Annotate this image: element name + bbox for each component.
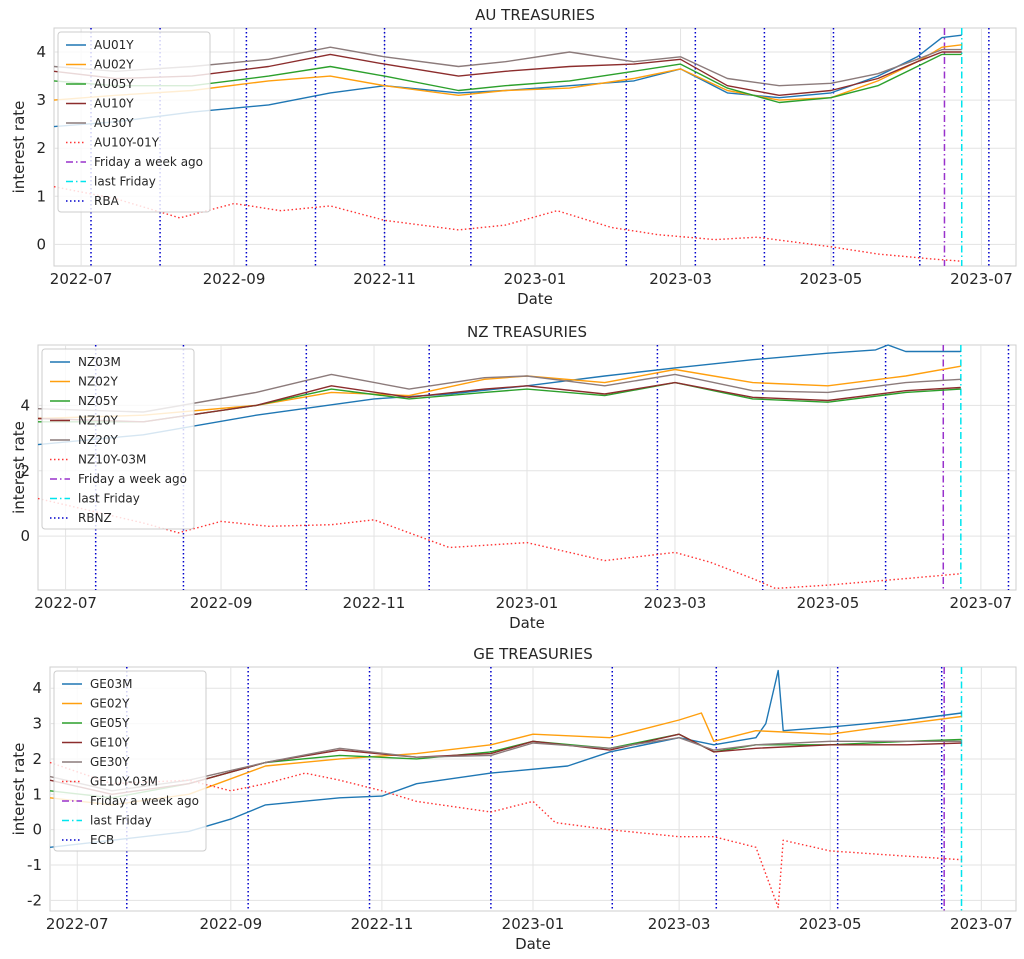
x-tick-label: 2023-07 <box>950 594 1013 612</box>
x-tick-label: 2022-09 <box>190 594 253 612</box>
legend-box <box>53 670 207 852</box>
legend-label: RBNZ <box>78 511 112 525</box>
legend-label: GE05Y <box>90 716 130 730</box>
x-tick-label: 2023-01 <box>502 915 565 933</box>
x-tick-label: 2023-07 <box>950 915 1013 933</box>
y-tick-label: 3 <box>32 715 42 733</box>
legend-box <box>57 31 211 213</box>
legend-label: GE10Y <box>90 736 130 750</box>
x-tick-label: 2022-07 <box>46 915 109 933</box>
chart-title: GE TREASURIES <box>473 645 593 663</box>
y-tick-label: 4 <box>20 396 30 414</box>
x-tick-label: 2022-11 <box>343 594 406 612</box>
legend-label: GE03M <box>90 677 133 691</box>
x-tick-label: 2023-05 <box>797 594 860 612</box>
series-line-ge10y <box>49 733 962 795</box>
x-tick-label: 2022-11 <box>353 270 416 288</box>
y-tick-label: 0 <box>20 527 30 545</box>
x-tick-label: 2023-01 <box>496 594 559 612</box>
series-line-au05y <box>53 53 962 104</box>
legend-label: NZ03M <box>78 355 121 369</box>
x-tick-label: 2023-07 <box>950 270 1013 288</box>
legend-label: GE02Y <box>90 697 130 711</box>
legend-label: RBA <box>94 194 120 208</box>
legend-label: Friday a week ago <box>90 794 199 808</box>
y-tick-label: 2 <box>20 462 30 480</box>
x-tick-label: 2022-11 <box>351 915 414 933</box>
y-tick-label: 4 <box>36 43 46 61</box>
legend-label: Friday a week ago <box>94 155 203 169</box>
y-tick-label: 3 <box>36 91 46 109</box>
legend-label: NZ10Y <box>78 414 118 428</box>
chart-panel-1: 2022-07 2022-09 2022-11 2023-01 2023-03 2023-… <box>10 6 1017 308</box>
series-line-ge03m <box>49 669 962 848</box>
legend-label: last Friday <box>90 814 152 828</box>
series-line-nz10y <box>37 381 961 423</box>
legend-label: AU10Y <box>94 97 134 111</box>
series-line-nz20y <box>37 373 961 413</box>
x-axis-label: Date <box>515 935 551 953</box>
legend-label: AU05Y <box>94 77 134 91</box>
legend-label: Friday a week ago <box>78 472 187 486</box>
series-line-au10y-01y <box>53 186 962 262</box>
legend-label: NZ02Y <box>78 375 118 389</box>
y-tick-label: 1 <box>36 187 46 205</box>
legend-label: NZ10Y-03M <box>78 453 146 467</box>
series-line-nz03m <box>37 344 961 446</box>
chart-title: NZ TREASURIES <box>467 323 587 341</box>
series-line-au30y <box>53 46 962 87</box>
x-tick-label: 2023-03 <box>648 915 711 933</box>
chart-panel-2: 2022-07 2022-09 2022-11 2023-01 2023-03 2023-… <box>10 323 1017 632</box>
y-tick-label: 2 <box>32 750 42 768</box>
legend-label: last Friday <box>78 492 140 506</box>
legend-label: AU02Y <box>94 58 134 72</box>
x-tick-label: 2023-05 <box>800 270 863 288</box>
y-tick-label: -1 <box>27 856 42 874</box>
x-tick-label: 2022-09 <box>203 270 266 288</box>
x-axis-label: Date <box>517 290 553 308</box>
legend-label: last Friday <box>94 175 156 189</box>
legend-label: AU30Y <box>94 116 134 130</box>
y-tick-label: 0 <box>36 235 46 253</box>
y-tick-label: 1 <box>32 785 42 803</box>
legend-label: GE30Y <box>90 755 130 769</box>
legend: NZ03M NZ02Y NZ05Y NZ10Y NZ20Y NZ10Y-03M Friday… <box>41 348 195 530</box>
series-line-au02y <box>53 44 962 101</box>
x-tick-label: 2023-01 <box>504 270 567 288</box>
series-line-au10y <box>53 51 962 96</box>
legend-label: GE10Y-03M <box>90 775 158 789</box>
x-tick-label: 2023-05 <box>799 915 862 933</box>
x-tick-label: 2022-07 <box>34 594 97 612</box>
y-axis-label: interest rate <box>10 101 28 194</box>
legend-box <box>41 348 195 530</box>
legend: GE03M GE02Y GE05Y GE10Y GE30Y GE10Y-03M Friday… <box>53 670 207 852</box>
x-tick-label: 2022-07 <box>50 270 113 288</box>
legend: AU01Y AU02Y AU05Y AU10Y AU30Y AU10Y-01Y Friday… <box>57 31 211 213</box>
y-tick-label: 0 <box>32 821 42 839</box>
legend-label: AU01Y <box>94 38 134 52</box>
x-axis-label: Date <box>509 614 545 632</box>
x-tick-label: 2023-03 <box>649 270 712 288</box>
y-axis-label: interest rate <box>10 743 28 836</box>
y-axis-label: interest rate <box>10 421 28 514</box>
y-tick-label: -2 <box>27 891 42 909</box>
series-line-nz10y-03m <box>37 497 961 590</box>
legend-label: NZ05Y <box>78 394 118 408</box>
legend-label: NZ20Y <box>78 433 118 447</box>
series-line-ge30y <box>49 737 962 792</box>
legend-label: ECB <box>90 833 114 847</box>
series-line-ge02y <box>49 712 962 806</box>
x-tick-label: 2022-09 <box>199 915 262 933</box>
y-tick-label: 2 <box>36 139 46 157</box>
chart-title: AU TREASURIES <box>475 6 595 24</box>
x-tick-label: 2023-03 <box>644 594 707 612</box>
y-tick-label: 4 <box>32 679 42 697</box>
chart-panel-3: 2022-07 2022-09 2022-11 2023-01 2023-03 2023-… <box>10 645 1017 953</box>
legend-label: AU10Y-01Y <box>94 136 160 150</box>
